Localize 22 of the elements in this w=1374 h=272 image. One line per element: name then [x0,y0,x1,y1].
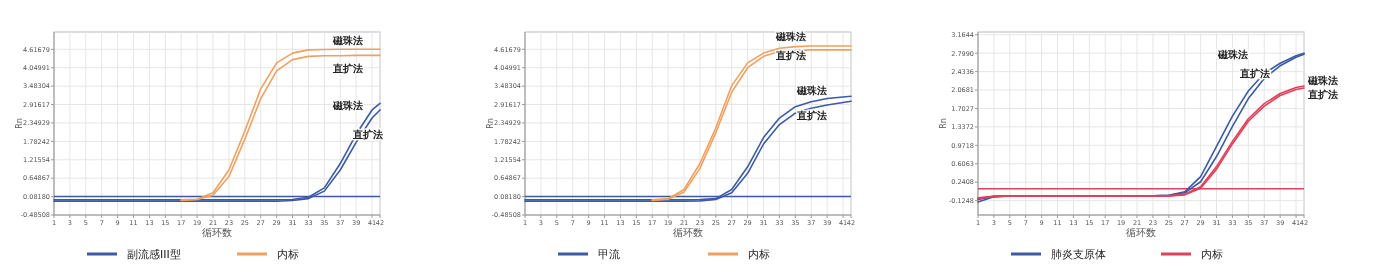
x-axis-title: 循环数 [202,227,232,238]
legend-label: 内标 [748,248,770,261]
annotation: 磁珠法 [332,100,363,111]
text: 直扩法 [1307,89,1338,100]
y-axis-title: Rn [486,118,495,129]
legend-label: 内标 [1201,248,1223,261]
annotation: 磁珠法 [1217,49,1248,60]
y-axis-title: Rn [15,118,24,129]
y-axis-title: Rn [939,118,948,129]
annotation: 直扩法 [332,63,363,74]
annotation: 磁珠法 [775,31,806,42]
text: 磁珠法 [1307,75,1338,86]
legend-label: 甲流 [598,248,620,261]
annotation: 磁珠法 [796,85,827,96]
legend-label: 副流感III型 [127,248,181,261]
x-axis-title: 循环数 [1126,227,1156,238]
x-axis-title: 循环数 [673,227,703,238]
legend-label: 内标 [277,248,299,261]
annotation: 磁珠法 [332,35,363,46]
legend-label: 肺炎支原体 [1051,248,1106,261]
annotation: 直扩法 [775,50,806,61]
annotation: 直扩法 [796,110,827,121]
